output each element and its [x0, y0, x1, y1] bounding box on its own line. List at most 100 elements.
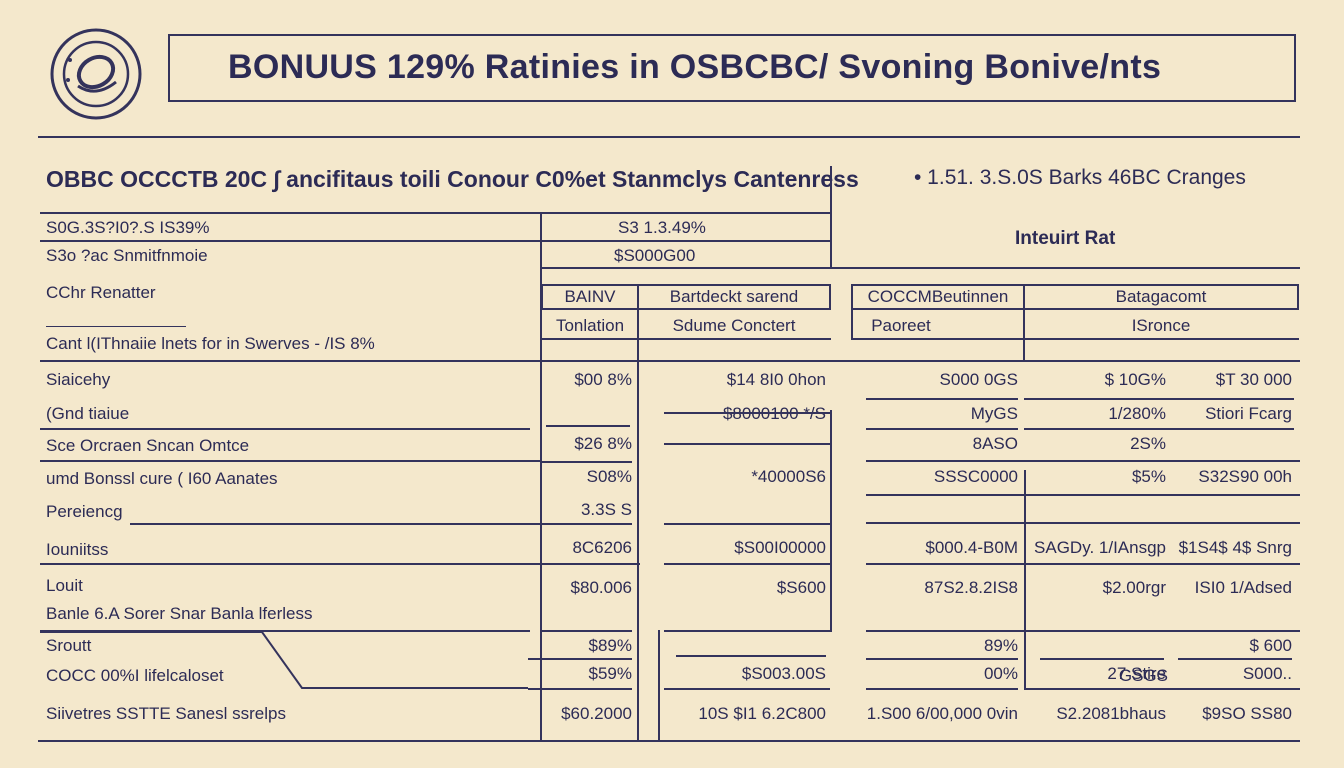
- table-cell: 8C6206: [572, 538, 632, 557]
- row-rule: [664, 630, 830, 632]
- divider: [540, 267, 1300, 269]
- column-subheader: ISronce: [1131, 316, 1191, 335]
- row-rule: [528, 658, 632, 660]
- column-subheader: Sdume Conctert: [672, 316, 796, 335]
- row-rule: [664, 563, 830, 565]
- table-cell: 00%: [983, 664, 1018, 683]
- row-rule: [1024, 688, 1300, 690]
- table-cell: $T 30 000: [1215, 370, 1292, 389]
- divider: [1023, 310, 1025, 360]
- column-subheader: Paoreet: [871, 316, 931, 335]
- table-cell: $89%: [588, 636, 632, 655]
- divider: [637, 310, 639, 742]
- divider: [830, 166, 832, 268]
- row-rule: [540, 461, 632, 463]
- row-rule: [866, 688, 1018, 690]
- table-cell: ISI0 1/Adsed: [1194, 578, 1292, 597]
- row-rule: [866, 522, 1300, 524]
- table-cell: 27 Stire: [1107, 664, 1166, 683]
- row-rule: [1024, 428, 1294, 430]
- table-cell: 2S%: [1130, 434, 1166, 453]
- table-cell: S32S90 00h: [1198, 467, 1292, 486]
- row-rule: [866, 428, 1018, 430]
- table-cell: $S003.00S: [741, 664, 826, 683]
- table-cell: S08%: [586, 467, 632, 486]
- row-rule: [866, 494, 1300, 496]
- table-cell: S2.2081bhaus: [1056, 704, 1166, 723]
- bank-logo-icon: [50, 28, 142, 120]
- table-cell: $00 8%: [574, 370, 632, 389]
- row-label: Cant l(IThnaiie lnets for in Swerves - /…: [46, 334, 375, 353]
- table-cell: S000..: [1242, 664, 1292, 683]
- column-rule: [658, 630, 660, 742]
- row-rule: [1024, 398, 1294, 400]
- table-cell: 1.S00 6/00,000 0vin: [866, 704, 1018, 723]
- row-label: CChr Renatter: [46, 283, 156, 302]
- row-label: (Gnd tiaiue: [46, 404, 130, 423]
- row-rule: [866, 398, 1018, 400]
- table-cell: $60.2000: [561, 704, 632, 723]
- column-rule: [830, 410, 832, 632]
- table-cell: 8ASO: [972, 434, 1018, 453]
- table-cell: $ 600: [1249, 636, 1292, 655]
- arrow-divider-icon: [40, 631, 528, 689]
- top-row-value: S3 1.3.49%: [618, 218, 706, 237]
- row-rule: [866, 563, 1300, 565]
- interest-rate-label: Inteuirt Rat: [1015, 228, 1116, 249]
- column-header: BAINV: [541, 284, 639, 310]
- table-cell: Stiori Fcarg: [1205, 404, 1292, 423]
- row-rule: [40, 460, 540, 462]
- row-rule: [130, 523, 542, 525]
- row-label: Louit: [46, 576, 83, 595]
- column-rule: [540, 360, 542, 740]
- row-rule: [540, 630, 632, 632]
- row-rule: [664, 443, 830, 445]
- divider: [851, 310, 853, 340]
- table-cell: $S600: [776, 578, 826, 597]
- row-label: Siivetres SSTTE Sanesl ssrelps: [46, 704, 286, 723]
- row-label: Banle 6.A Sorer Snar Banla lferless: [46, 604, 313, 623]
- divider: [38, 136, 1300, 138]
- right-heading: • 1.51. 3.S.0S Barks 46BC Cranges: [914, 166, 1246, 189]
- table-cell: 1/280%: [1108, 404, 1166, 423]
- table-cell: $9SO SS80: [1202, 704, 1292, 723]
- divider: [851, 338, 1299, 340]
- table-cell: $000.4-B0M: [925, 538, 1018, 557]
- divider: [40, 212, 830, 214]
- title-banner: BONUUS 129% Ratinies in OSBCBC/ Svoning …: [168, 34, 1296, 102]
- row-rule: [528, 688, 632, 690]
- row-rule: [40, 630, 530, 632]
- row-label: Pereiencg: [46, 502, 123, 521]
- column-subheader: Tonlation: [555, 316, 625, 335]
- table-cell: $80.006: [570, 578, 632, 597]
- row-rule: [546, 425, 630, 427]
- column-header: Bartdeckt sarend: [637, 284, 831, 310]
- top-row-label: S0G.3S?I0?.S IS39%: [46, 218, 210, 237]
- divider: [541, 338, 831, 340]
- table-cell: SSSC0000: [933, 467, 1018, 486]
- row-label: Sce Orcraen Sncan Omtce: [46, 436, 250, 455]
- column-header: Batagacomt: [1023, 284, 1299, 310]
- table-cell: $26 8%: [574, 434, 632, 453]
- table-cell: $S00I00000: [734, 538, 826, 557]
- table-cell: $5%: [1131, 467, 1166, 486]
- row-label: COCC 00%I lifelcaloset: [46, 666, 224, 685]
- table-cell: 87S2.8.2IS8: [924, 578, 1018, 597]
- table-cell: $14 8I0 0hon: [726, 370, 826, 389]
- row-rule: [866, 658, 1018, 660]
- divider: [38, 740, 1300, 742]
- table-cell: $2.00rgr: [1102, 578, 1166, 597]
- row-label: umd Bonssl cure ( I60 Aanates: [46, 469, 278, 488]
- divider: [46, 326, 186, 327]
- row-rule: [1040, 658, 1164, 660]
- column-rule: [1024, 470, 1026, 690]
- table-cell: SAGDy. 1/IAnsgp: [1034, 538, 1166, 557]
- row-rule: [664, 412, 830, 414]
- page-title: BONUUS 129% Ratinies in OSBCBC/ Svoning …: [228, 48, 1162, 86]
- table-cell: $59%: [588, 664, 632, 683]
- table-cell: GSGS: [1118, 666, 1168, 685]
- row-rule: [1178, 658, 1292, 660]
- top-row-label: S3o ?ac Snmitfnmoie: [46, 246, 208, 265]
- row-label: Sroutt: [46, 636, 92, 655]
- column-header: COCCMBeutinnen: [851, 284, 1025, 310]
